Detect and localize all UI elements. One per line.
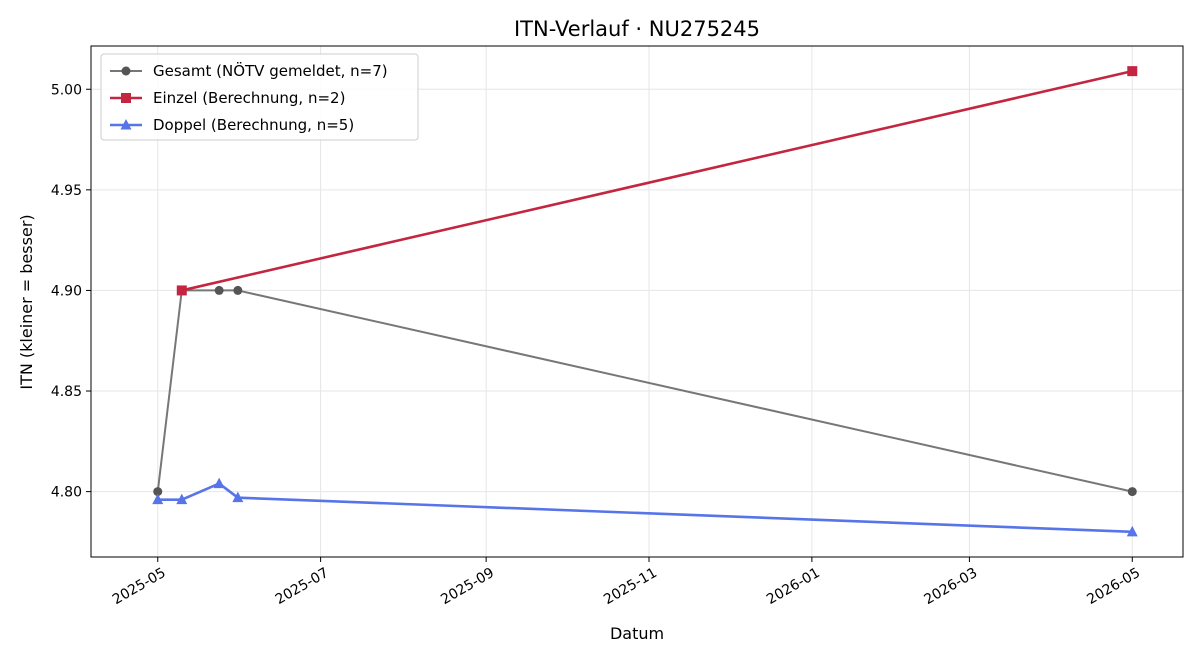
y-axis-label: ITN (kleiner = besser)	[17, 214, 36, 389]
legend-box	[100, 53, 419, 141]
series-line	[157, 482, 1133, 534]
data-point	[214, 285, 224, 295]
data-point	[233, 285, 243, 295]
x-tick-label: 2026-03	[922, 565, 981, 608]
x-tick-label: 2025-11	[601, 565, 660, 608]
data-point	[1127, 487, 1137, 497]
tick-layer: 2025-05 2025-07 2025-09 2025-11 2026-01 2026-…	[51, 82, 1143, 608]
legend: Gesamt (NÖTV gemeldet, n=7) Einzel (Berec…	[100, 53, 419, 141]
data-point	[152, 493, 164, 505]
series-line	[181, 69, 1133, 292]
y-tick-label: 4.95	[51, 183, 82, 199]
data-point	[1127, 66, 1138, 77]
data-point	[232, 491, 244, 503]
legend-entry-2: Doppel (Berechnung, n=5)	[110, 116, 354, 134]
legend-marker	[121, 66, 131, 76]
legend-marker	[120, 119, 132, 130]
series-2	[152, 477, 1138, 537]
y-tick-label: 4.85	[51, 384, 82, 400]
data-point	[176, 493, 188, 505]
legend-label: Doppel (Berechnung, n=5)	[153, 116, 354, 134]
y-tick-label: 4.90	[51, 283, 82, 299]
x-tick-label: 2025-05	[110, 565, 169, 608]
y-tick-label: 5.00	[51, 82, 82, 98]
legend-entry-0: Gesamt (NÖTV gemeldet, n=7)	[110, 61, 388, 80]
legend-entry-1: Einzel (Berechnung, n=2)	[110, 89, 345, 107]
x-tick-label: 2025-09	[438, 565, 497, 608]
legend-marker	[121, 93, 131, 103]
plot-frame	[90, 45, 1184, 558]
x-tick-label: 2025-07	[273, 565, 332, 608]
series-1	[176, 66, 1138, 296]
x-tick-label: 2026-05	[1084, 565, 1143, 608]
data-point	[176, 285, 187, 296]
x-tick-label: 2026-01	[764, 565, 823, 608]
y-tick-label: 4.80	[51, 485, 82, 501]
legend-label: Gesamt (NÖTV gemeldet, n=7)	[153, 61, 388, 80]
data-point	[213, 477, 225, 489]
x-axis-label: Datum	[610, 624, 664, 643]
legend-label: Einzel (Berechnung, n=2)	[153, 89, 345, 107]
data-point	[1126, 525, 1138, 537]
series-layer	[152, 66, 1138, 537]
data-point	[153, 487, 163, 497]
chart-title: ITN-Verlauf · NU275245	[514, 17, 760, 41]
